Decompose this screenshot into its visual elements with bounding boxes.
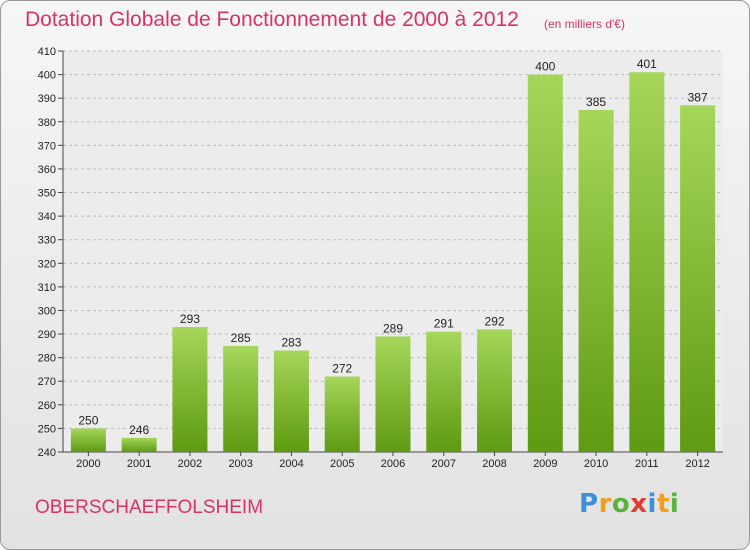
x-tick-label: 2006: [381, 458, 405, 470]
bar: [629, 72, 665, 453]
data-label: 283: [281, 336, 301, 350]
chart-subtitle: (en milliers d'€): [544, 17, 625, 31]
bar: [70, 428, 106, 452]
y-tick-label: 360: [38, 164, 56, 176]
y-tick-label: 330: [38, 235, 56, 247]
x-tick-label: 2002: [178, 458, 202, 470]
bar: [324, 376, 360, 452]
bar: [426, 331, 462, 452]
x-tick-label: 2004: [279, 458, 303, 470]
bar: [121, 437, 157, 452]
bar: [375, 336, 411, 452]
data-label: 285: [231, 331, 251, 345]
y-tick-label: 240: [38, 447, 56, 459]
x-tick-label: 2007: [432, 458, 456, 470]
logo-letter: o: [611, 489, 631, 519]
y-tick-label: 320: [38, 258, 56, 270]
y-tick-label: 370: [38, 140, 56, 152]
logo-letter: t: [656, 489, 670, 519]
x-tick-label: 2001: [127, 458, 151, 470]
y-tick-label: 280: [38, 353, 56, 365]
data-label: 289: [383, 321, 403, 335]
bar: [172, 326, 208, 452]
x-tick-label: 2008: [482, 458, 506, 470]
bar: [273, 350, 309, 452]
y-tick-label: 270: [38, 376, 56, 388]
x-tick-label: 2012: [685, 458, 709, 470]
data-label: 293: [180, 312, 200, 326]
y-tick-label: 380: [38, 117, 56, 129]
y-tick-label: 290: [38, 329, 56, 341]
data-label: 291: [434, 317, 454, 331]
x-tick-label: 2005: [330, 458, 354, 470]
x-tick-label: 2000: [76, 458, 100, 470]
x-tick-label: 2011: [635, 458, 659, 470]
data-label: 400: [535, 60, 555, 74]
logo-letter: r: [598, 489, 612, 519]
data-label: 246: [129, 423, 149, 437]
y-tick-label: 310: [38, 282, 56, 294]
y-tick-label: 400: [38, 70, 56, 82]
bar: [578, 109, 614, 453]
data-label: 250: [78, 413, 98, 427]
chart-title: Dotation Globale de Fonctionnement de 20…: [25, 8, 519, 31]
bar: [680, 105, 716, 453]
data-label: 272: [332, 362, 352, 376]
data-label: 385: [586, 95, 606, 109]
bar: [527, 74, 563, 453]
logo-letter: i: [669, 489, 680, 519]
y-tick-label: 410: [38, 46, 56, 58]
y-tick-label: 260: [38, 400, 56, 412]
y-tick-label: 340: [38, 211, 56, 223]
y-tick-label: 300: [38, 305, 56, 317]
proxiti-logo: Proxiti: [579, 489, 679, 519]
data-label: 401: [637, 57, 657, 71]
logo-letter: P: [579, 489, 599, 519]
bar: [477, 329, 513, 452]
logo-letter: x: [630, 489, 648, 519]
x-tick-label: 2010: [584, 458, 608, 470]
y-tick-label: 350: [38, 188, 56, 200]
x-tick-label: 2009: [533, 458, 557, 470]
y-tick-label: 390: [38, 93, 56, 105]
y-tick-label: 250: [38, 423, 56, 435]
commune-name: OBERSCHAEFFOLSHEIM: [35, 497, 264, 518]
logo-letter: i: [647, 489, 657, 519]
x-tick-label: 2003: [228, 458, 252, 470]
data-label: 292: [485, 314, 505, 328]
bar: [223, 345, 259, 452]
data-label: 387: [688, 90, 708, 104]
